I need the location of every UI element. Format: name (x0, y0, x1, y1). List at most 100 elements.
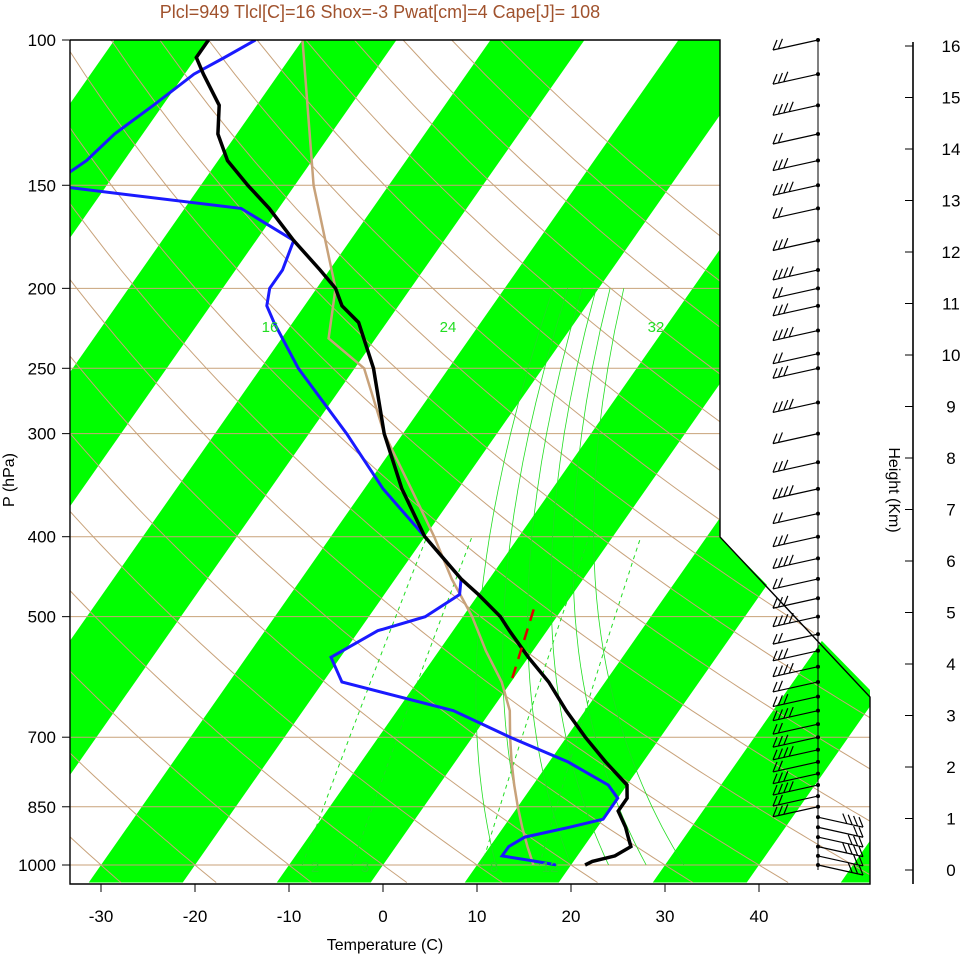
wind-barb-feather (772, 784, 778, 796)
height-tick-label: 2 (946, 758, 955, 777)
moist-adiabat (572, 288, 647, 866)
y-tick-label: 100 (28, 31, 56, 50)
wind-barb-feather (847, 843, 853, 855)
wind-barb-feather (783, 182, 789, 194)
wind-barb-feather (783, 486, 789, 497)
y-tick-label: 1000 (18, 856, 56, 875)
wind-barb-feather (777, 794, 783, 806)
wind-barb-feather (783, 267, 789, 278)
wind-barb-shaft (772, 597, 819, 609)
wind-barb-shaft (817, 846, 864, 858)
wind-barb-feather (783, 157, 789, 169)
y-tick-label: 200 (28, 279, 56, 298)
wind-barb-shaft (772, 461, 819, 473)
wind-barb-feather (772, 305, 778, 317)
wind-barb-feather (772, 696, 778, 707)
wind-barb-feather (788, 485, 794, 496)
dry-adiabat (70, 432, 598, 883)
wind-barb-feather (788, 266, 794, 277)
wind-barb-shaft (772, 749, 819, 761)
wind-barb-shaft (772, 710, 819, 722)
wind-barb-feather (853, 854, 859, 865)
wind-barb-feather (777, 722, 783, 734)
dry-adiabat (70, 126, 870, 822)
wind-barb-feather (783, 747, 789, 758)
wind-barb-feather (772, 650, 778, 662)
wind-barb-shaft (772, 806, 819, 818)
wind-barb-feather (772, 536, 778, 547)
plot-border (69, 39, 871, 885)
temperature-band (652, 572, 870, 883)
wind-barb-feather (772, 710, 778, 721)
wind-barb-feather (777, 649, 783, 660)
wind-barb-feather (777, 512, 783, 523)
wind-barb-shaft (772, 557, 819, 570)
wind-barb-feather (853, 815, 859, 827)
wind-barb-feather (777, 352, 783, 363)
wind-barb-feather (858, 864, 864, 876)
wind-barb-feather (858, 827, 864, 838)
wind-barb-feather (777, 329, 783, 340)
wind-barb-feather (783, 708, 789, 719)
wind-barb-feather (847, 814, 853, 825)
wind-barb-feather (772, 208, 778, 219)
wind-barb-feather (772, 723, 778, 735)
dry-adiabat (70, 752, 217, 883)
x-tick-label: 20 (562, 907, 581, 926)
axes: -30 -20 -10 0 10 20 30 401001502002503004005007… (18, 31, 960, 926)
wind-barb-feather (772, 240, 778, 251)
plot-frame (69, 39, 871, 885)
mixing-ratio-label: 3 (361, 859, 369, 876)
wind-barb-shaft (772, 795, 819, 807)
wind-barb-feather (777, 535, 783, 546)
moist-adiabat (527, 288, 583, 866)
dry-adiabat (110, 40, 870, 719)
wind-barb-feather (858, 846, 864, 857)
wind-barb-feather (783, 614, 789, 625)
wind-barb-shaft (772, 666, 819, 678)
wind-barb-feather (772, 488, 778, 500)
wind-barb-feather (783, 734, 789, 746)
wind-barb-feather (788, 745, 794, 757)
dry-adiabat (256, 40, 870, 572)
mixing-ratio-line (538, 536, 642, 866)
x-tick-label: 30 (656, 907, 675, 926)
wind-barb-shaft (772, 353, 819, 365)
dry-adiabat (70, 510, 503, 883)
temperature-band (88, 40, 773, 883)
wind-barb-feather (777, 760, 783, 771)
wind-barb-feather (772, 433, 778, 444)
wind-barb-feather (777, 596, 783, 608)
wind-barb-feather (772, 330, 778, 341)
wind-barb-feather (772, 185, 778, 196)
wind-barb-shaft (772, 239, 819, 252)
wind-barb-feather (772, 616, 778, 627)
wind-barb-feather (777, 183, 783, 195)
wind-barb-shaft (772, 633, 819, 645)
wind-barb-feather (777, 695, 783, 706)
wind-barb-feather (783, 693, 789, 705)
wind-barb-shaft (772, 578, 819, 590)
wind-barb-shaft (772, 39, 819, 51)
x-tick-label: -10 (277, 907, 302, 926)
wind-barb-shaft (772, 269, 819, 281)
x-tick-label: 0 (378, 907, 387, 926)
wind-barb-feather (853, 863, 859, 875)
wind-barb-feather (772, 73, 778, 85)
wind-barb-feather (777, 206, 783, 218)
wind-barb-feather (777, 304, 783, 315)
wind-barb-shaft (772, 650, 819, 662)
height-tick-label: 9 (946, 398, 955, 417)
parcel-trace (301, 40, 535, 866)
wind-barb-feather (777, 772, 783, 783)
wind-barb-feather (847, 862, 853, 873)
wind-panel-background (720, 40, 870, 690)
wind-barb-feather (842, 813, 848, 824)
wind-barb-feather (772, 633, 778, 645)
wind-barb-feather (783, 664, 789, 675)
wind-barb-feather (783, 399, 789, 411)
dry-adiabat (70, 50, 870, 770)
wind-barb-shaft (772, 616, 819, 628)
mixing-ratio-label: 8 (490, 859, 498, 876)
y-tick-label: 700 (28, 728, 56, 747)
